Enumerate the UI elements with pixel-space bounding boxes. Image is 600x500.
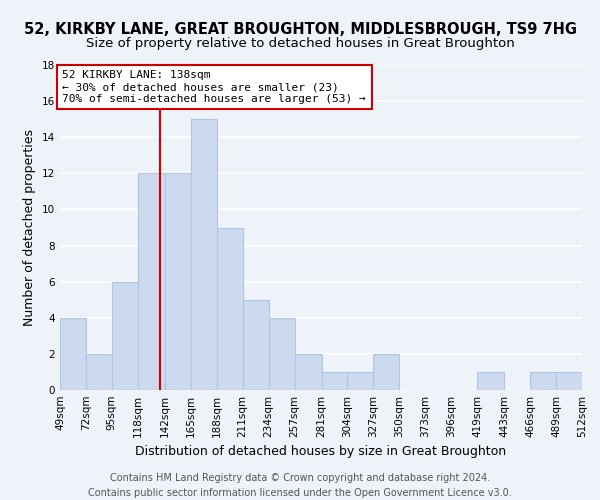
Bar: [165, 174, 191, 390]
X-axis label: Distribution of detached houses by size in Great Broughton: Distribution of detached houses by size …: [136, 446, 506, 458]
Bar: [242, 300, 269, 390]
Text: Size of property relative to detached houses in Great Broughton: Size of property relative to detached ho…: [86, 38, 514, 51]
Bar: [269, 318, 295, 390]
Bar: [477, 372, 504, 390]
Bar: [86, 354, 112, 390]
Bar: [191, 119, 217, 390]
Y-axis label: Number of detached properties: Number of detached properties: [23, 129, 37, 326]
Bar: [60, 318, 86, 390]
Bar: [217, 228, 242, 390]
Text: 52, KIRKBY LANE, GREAT BROUGHTON, MIDDLESBROUGH, TS9 7HG: 52, KIRKBY LANE, GREAT BROUGHTON, MIDDLE…: [23, 22, 577, 38]
Bar: [295, 354, 322, 390]
Bar: [322, 372, 347, 390]
Bar: [556, 372, 582, 390]
Bar: [347, 372, 373, 390]
Bar: [373, 354, 400, 390]
Text: 52 KIRKBY LANE: 138sqm
← 30% of detached houses are smaller (23)
70% of semi-det: 52 KIRKBY LANE: 138sqm ← 30% of detached…: [62, 70, 366, 104]
Bar: [112, 282, 138, 390]
Bar: [530, 372, 556, 390]
Bar: [138, 174, 165, 390]
Text: Contains HM Land Registry data © Crown copyright and database right 2024.
Contai: Contains HM Land Registry data © Crown c…: [88, 472, 512, 498]
